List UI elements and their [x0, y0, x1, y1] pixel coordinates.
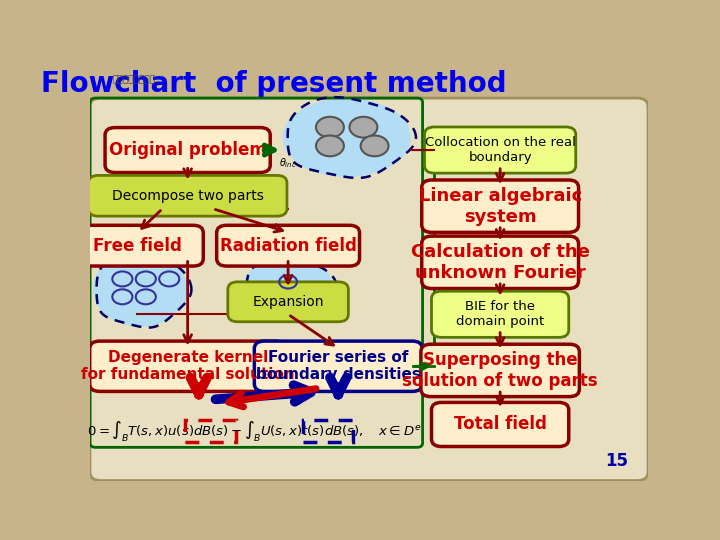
Text: Linear algebraic
system: Linear algebraic system: [418, 187, 582, 226]
Text: $\theta_{inc}$: $\theta_{inc}$: [279, 157, 297, 170]
Text: Total field: Total field: [454, 415, 546, 434]
Ellipse shape: [243, 258, 333, 312]
Text: Expansion: Expansion: [252, 295, 324, 309]
FancyBboxPatch shape: [431, 291, 569, 338]
FancyBboxPatch shape: [90, 98, 648, 481]
Text: Calculation of the
unknown Fourier: Calculation of the unknown Fourier: [410, 243, 590, 282]
Text: Fourier series of
boundary densities: Fourier series of boundary densities: [256, 350, 420, 382]
FancyBboxPatch shape: [217, 225, 359, 266]
Circle shape: [316, 136, 344, 156]
FancyBboxPatch shape: [431, 402, 569, 447]
Text: 國立臺灣海洋大學: 國立臺灣海洋大學: [112, 75, 156, 84]
Text: Radiation field: Radiation field: [220, 237, 356, 255]
Text: Collocation on the real
boundary: Collocation on the real boundary: [425, 136, 575, 164]
FancyBboxPatch shape: [254, 341, 423, 392]
Text: Decompose two parts: Decompose two parts: [112, 189, 264, 203]
FancyBboxPatch shape: [422, 236, 579, 288]
FancyBboxPatch shape: [422, 180, 579, 232]
FancyBboxPatch shape: [89, 176, 287, 216]
FancyBboxPatch shape: [90, 341, 286, 392]
Ellipse shape: [282, 98, 411, 177]
Text: Superposing the
solution of two parts: Superposing the solution of two parts: [402, 351, 598, 390]
Circle shape: [316, 117, 344, 138]
Circle shape: [361, 136, 389, 156]
FancyBboxPatch shape: [71, 225, 203, 266]
FancyBboxPatch shape: [105, 127, 270, 172]
FancyBboxPatch shape: [425, 127, 576, 173]
Ellipse shape: [93, 252, 188, 327]
Text: Free field: Free field: [93, 237, 182, 255]
Text: Flowchart  of present method: Flowchart of present method: [41, 70, 507, 98]
Text: Degenerate kernel
for fundamental solution: Degenerate kernel for fundamental soluti…: [81, 350, 294, 382]
Text: BIE for the
domain point: BIE for the domain point: [456, 300, 544, 328]
FancyBboxPatch shape: [228, 282, 348, 322]
Text: 15: 15: [606, 452, 629, 470]
Text: $0 = \int_B T(s,x)u(s)dB(s) - \int_B U(s,x)t(s)dB(s), \quad x \in D^e$: $0 = \int_B T(s,x)u(s)dB(s) - \int_B U(s…: [87, 419, 422, 444]
Circle shape: [349, 117, 377, 138]
Text: Original problem: Original problem: [109, 141, 266, 159]
FancyBboxPatch shape: [421, 344, 580, 396]
